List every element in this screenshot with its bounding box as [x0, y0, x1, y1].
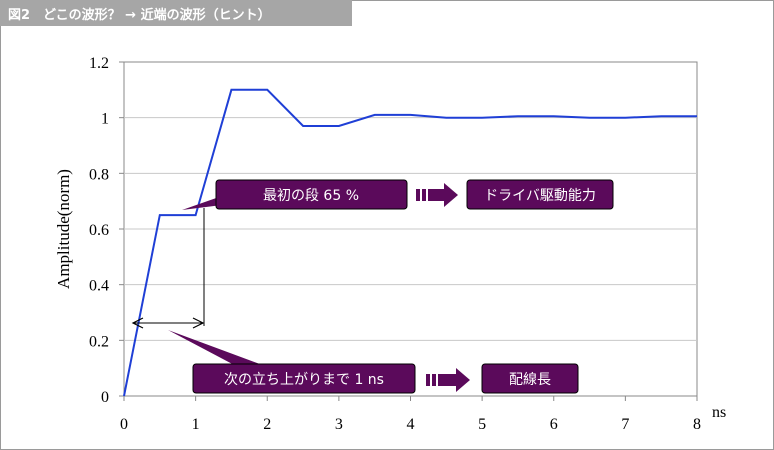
rise-interval-arrow	[131, 317, 205, 329]
y-tick-label: 0.8	[89, 166, 109, 183]
annotation-rise: 次の立ち上がりまで 1 ns	[224, 372, 384, 388]
x-tick-label: 3	[335, 416, 343, 433]
x-tick-label: 1	[192, 416, 200, 433]
arrow-to-drive	[416, 183, 458, 207]
figure-title-bar: 図2 どこの波形？ → 近端の波形（ヒント）	[0, 0, 352, 26]
x-axis-label: ns	[712, 404, 726, 421]
x-tick-label: 4	[407, 416, 415, 433]
callout-rise: 次の立ち上がりまで 1 ns	[168, 330, 416, 394]
callout-first-step: 最初の段 65 %	[182, 179, 408, 326]
y-tick-label: 0	[101, 389, 109, 406]
y-tick-label: 0.2	[89, 333, 109, 350]
y-tick-label: 0.6	[89, 222, 109, 239]
annotation-first-step: 最初の段 65 %	[263, 187, 359, 204]
annotation-drive: ドライバ駆動能力	[484, 188, 596, 204]
y-axis-label: Amplitude(norm)	[54, 169, 73, 289]
arrow-to-wiring	[426, 368, 470, 392]
x-tick-label: 5	[478, 416, 486, 433]
waveform-line	[123, 88, 697, 397]
y-tick-label: 1	[101, 111, 109, 128]
x-tick-label: 2	[263, 416, 271, 433]
callout-wiring: 配線長	[481, 363, 579, 394]
y-tick-label: 0.4	[89, 278, 109, 295]
x-tick-label: 0	[120, 416, 128, 433]
callout-drive: ドライバ駆動能力	[466, 179, 614, 210]
x-tick-label: 8	[693, 416, 701, 433]
figure-title: 図2 どこの波形？ → 近端の波形（ヒント）	[8, 8, 271, 23]
x-tick-label: 7	[621, 416, 629, 433]
x-tick-label: 6	[550, 416, 558, 433]
y-tick-label: 1.2	[89, 55, 109, 72]
annotation-wiring: 配線長	[509, 372, 551, 388]
